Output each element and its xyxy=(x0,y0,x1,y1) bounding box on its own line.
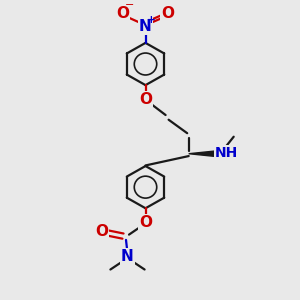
Text: −: − xyxy=(124,0,134,10)
Text: O: O xyxy=(161,6,174,21)
Text: O: O xyxy=(95,224,108,239)
Text: N: N xyxy=(121,249,134,264)
Text: O: O xyxy=(139,215,152,230)
Text: O: O xyxy=(116,6,129,21)
Text: O: O xyxy=(139,92,152,107)
Text: N: N xyxy=(139,19,152,34)
Text: NH: NH xyxy=(215,146,238,160)
Text: +: + xyxy=(147,15,156,25)
Polygon shape xyxy=(189,151,217,157)
